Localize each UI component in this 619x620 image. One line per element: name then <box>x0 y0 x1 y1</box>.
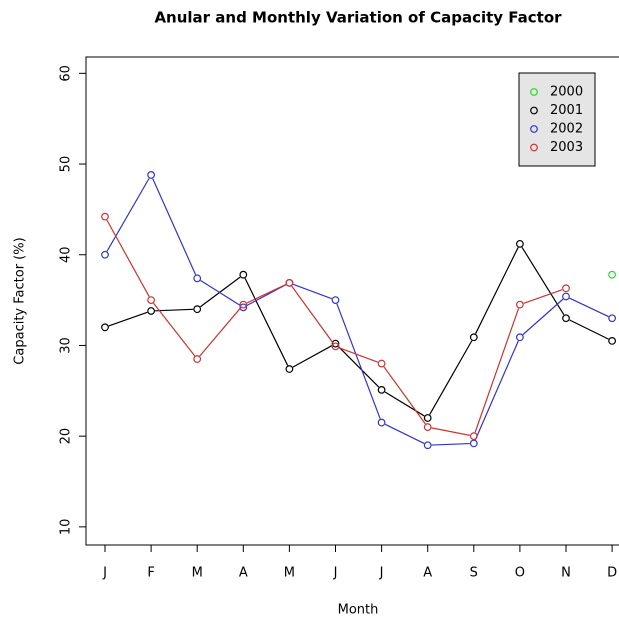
data-point <box>377 385 386 394</box>
data-point <box>423 414 432 422</box>
data-point <box>377 359 386 368</box>
data-point <box>331 296 340 304</box>
x-tick-label: J <box>333 566 338 581</box>
x-tick-label: A <box>239 566 248 581</box>
series-line <box>106 219 563 436</box>
data-point <box>147 296 156 304</box>
data-point <box>469 432 478 441</box>
x-tick-label: J <box>102 566 107 581</box>
chart-title: Anular and Monthly Variation of Capacity… <box>154 9 562 27</box>
legend-label: 2002 <box>550 122 583 137</box>
data-point <box>469 439 478 448</box>
x-tick-label: S <box>470 566 478 581</box>
y-tick-label: 10 <box>59 519 74 536</box>
x-tick-label: A <box>423 566 432 581</box>
data-point <box>469 333 478 342</box>
data-point <box>285 278 294 287</box>
legend-symbol <box>530 88 538 96</box>
legend-label: 2000 <box>550 85 583 100</box>
legend-label: 2003 <box>550 140 583 155</box>
data-point <box>608 337 616 345</box>
y-tick-label: 50 <box>59 156 74 173</box>
data-point <box>562 292 570 301</box>
data-point <box>285 365 294 373</box>
data-point <box>147 171 156 179</box>
x-tick-label: O <box>515 566 525 581</box>
y-tick-label: 20 <box>59 428 74 445</box>
legend-symbol <box>530 143 538 152</box>
data-point <box>516 239 524 248</box>
y-axis-label: Capacity Factor (%) <box>13 237 28 364</box>
data-point <box>562 314 570 323</box>
y-tick-label: 60 <box>59 65 74 82</box>
data-point <box>562 284 570 293</box>
legend: 2000 2001 2002 2003 <box>518 72 596 167</box>
data-point <box>608 270 616 279</box>
data-point <box>147 307 156 315</box>
data-point <box>239 303 248 312</box>
x-axis-label: Month <box>338 603 379 618</box>
data-point <box>516 300 524 309</box>
data-point <box>423 441 432 450</box>
data-point <box>608 314 616 323</box>
data-point <box>331 342 340 351</box>
x-tick-label: M <box>192 566 203 581</box>
data-point <box>239 270 248 279</box>
legend-label: 2001 <box>550 103 583 118</box>
x-tick-label: M <box>284 566 295 581</box>
data-point <box>101 212 109 221</box>
x-tick-label: N <box>561 566 571 581</box>
data-point <box>377 418 386 427</box>
data-point <box>193 274 202 283</box>
y-tick-label: 40 <box>59 246 74 263</box>
data-point <box>193 305 202 314</box>
x-tick-label: D <box>607 566 617 581</box>
data-point <box>101 250 109 259</box>
data-point <box>331 339 340 348</box>
legend-symbol <box>530 125 538 133</box>
y-tick-label: 30 <box>59 337 74 354</box>
data-point <box>516 333 524 342</box>
series-line <box>106 178 609 446</box>
data-point <box>101 323 109 332</box>
legend-symbol <box>530 106 538 115</box>
x-tick-label: F <box>147 566 154 581</box>
x-tick-label: J <box>379 566 384 581</box>
data-point <box>239 300 248 309</box>
data-point <box>423 423 432 431</box>
series-line <box>108 246 609 417</box>
plot-box <box>85 56 619 546</box>
data-point <box>193 355 202 363</box>
